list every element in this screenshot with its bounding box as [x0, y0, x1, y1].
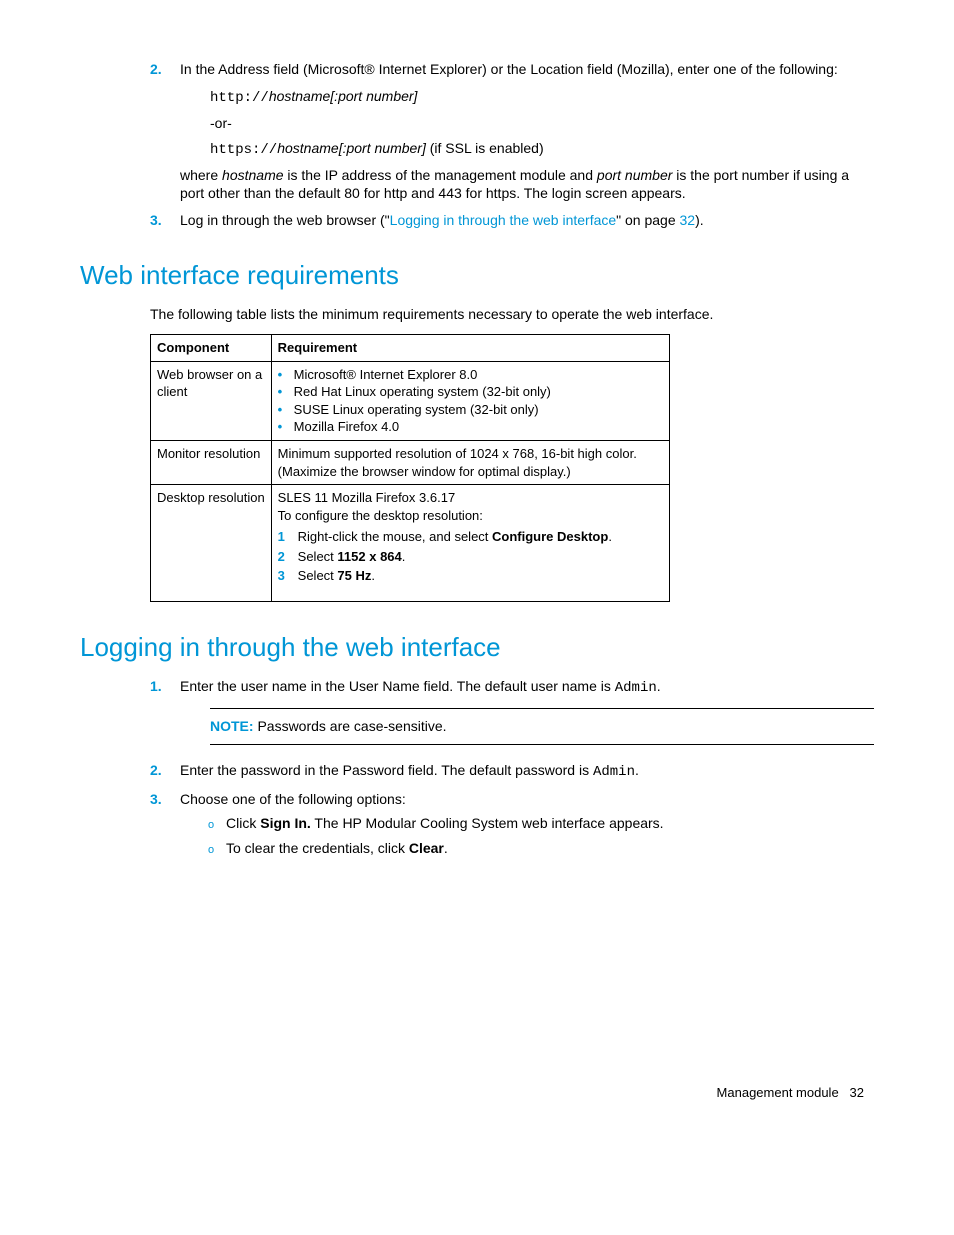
- step-2: 2. In the Address field (Microsoft® Inte…: [150, 60, 874, 79]
- step-text: In the Address field (Microsoft® Interne…: [180, 60, 874, 79]
- host-placeholder: hostname[:port number]: [269, 88, 418, 104]
- table-row: Web browser on a client Microsoft® Inter…: [151, 361, 670, 440]
- step-number: 2.: [150, 60, 180, 79]
- url-http: http://hostname[:port number]: [210, 87, 874, 108]
- login-step-3: 3. Choose one of the following options: …: [150, 790, 874, 865]
- col-requirement: Requirement: [271, 335, 669, 362]
- note-label: NOTE:: [210, 718, 254, 734]
- requirements-table: Component Requirement Web browser on a c…: [150, 334, 670, 602]
- login-step-2: 2. Enter the password in the Password fi…: [150, 761, 874, 782]
- page-footer: Management module 32: [80, 1084, 874, 1102]
- or-separator: -or-: [210, 114, 874, 133]
- heading-web-interface-requirements: Web interface requirements: [80, 258, 874, 293]
- list-item: SUSE Linux operating system (32-bit only…: [278, 401, 663, 419]
- protocol: http://: [210, 90, 269, 106]
- col-component: Component: [151, 335, 272, 362]
- table-row: Monitor resolution Minimum supported res…: [151, 440, 670, 484]
- protocol: https://: [210, 142, 277, 158]
- ssl-note: (if SSL is enabled): [426, 140, 544, 156]
- table-row: Desktop resolution SLES 11 Mozilla Firef…: [151, 485, 670, 602]
- step-3: 3. Log in through the web browser ("Logg…: [150, 211, 874, 230]
- url-https: https://hostname[:port number] (if SSL i…: [210, 139, 874, 160]
- list-item: Microsoft® Internet Explorer 8.0: [278, 366, 663, 384]
- intro-paragraph: The following table lists the minimum re…: [150, 305, 874, 324]
- list-item: Red Hat Linux operating system (32-bit o…: [278, 383, 663, 401]
- where-explanation: where hostname is the IP address of the …: [150, 166, 874, 204]
- host-placeholder: hostname[:port number]: [277, 140, 426, 156]
- browser-list: Microsoft® Internet Explorer 8.0 Red Hat…: [278, 366, 663, 436]
- list-item: Mozilla Firefox 4.0: [278, 418, 663, 436]
- step-number: 3.: [150, 211, 180, 230]
- option-item: Click Sign In. The HP Modular Cooling Sy…: [208, 814, 874, 833]
- note-text: Passwords are case-sensitive.: [254, 718, 447, 734]
- option-item: To clear the credentials, click Clear.: [208, 839, 874, 858]
- page-link[interactable]: 32: [680, 212, 696, 228]
- note-block: NOTE: Passwords are case-sensitive.: [210, 708, 874, 745]
- heading-logging-in: Logging in through the web interface: [80, 630, 874, 665]
- login-step-1: 1. Enter the user name in the User Name …: [150, 677, 874, 698]
- xref-link[interactable]: Logging in through the web interface: [390, 212, 617, 228]
